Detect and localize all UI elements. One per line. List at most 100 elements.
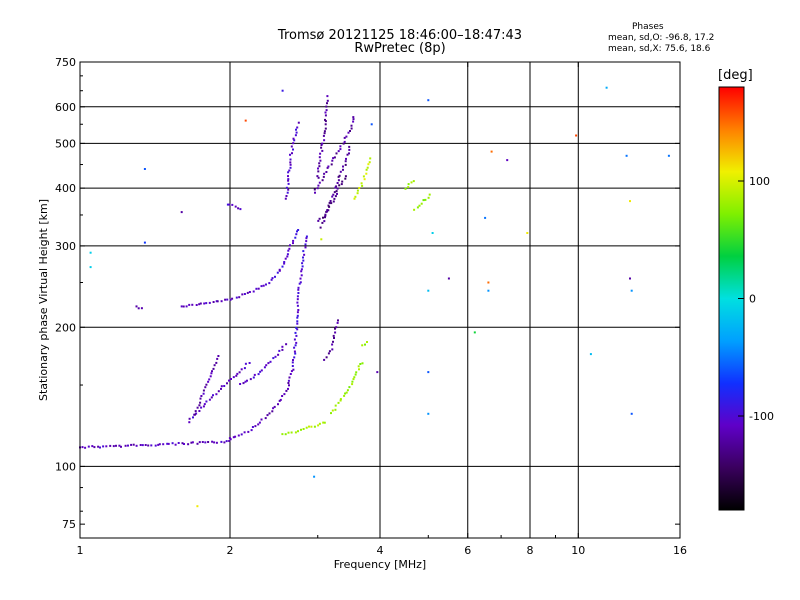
data-point: [205, 302, 208, 305]
data-point: [292, 137, 295, 140]
data-point: [265, 364, 268, 367]
data-point: [207, 441, 210, 443]
data-point: [352, 120, 355, 123]
data-point: [420, 202, 423, 205]
data-point: [319, 159, 322, 162]
phase-stats-title: Phases: [632, 22, 664, 32]
data-point: [296, 304, 299, 307]
data-point: [290, 370, 293, 373]
data-point: [332, 334, 335, 337]
data-point: [198, 303, 201, 306]
data-point: [183, 443, 185, 445]
data-point: [285, 389, 288, 392]
data-point: [319, 152, 322, 155]
data-point: [127, 444, 129, 447]
data-point: [250, 429, 253, 432]
data-point: [265, 283, 267, 286]
data-point: [427, 289, 430, 292]
data-point: [290, 431, 293, 434]
data-point: [276, 271, 279, 274]
data-point: [291, 152, 293, 155]
data-point: [365, 172, 368, 175]
data-point: [313, 188, 316, 191]
data-point: [317, 167, 319, 170]
y-tick-label: 200: [55, 321, 76, 334]
data-point: [235, 374, 238, 377]
data-point: [325, 105, 328, 108]
data-point: [354, 195, 357, 198]
data-point: [89, 251, 92, 254]
data-point: [293, 346, 296, 349]
data-point: [240, 368, 243, 371]
y-tick-label: 500: [55, 137, 76, 150]
data-point: [274, 355, 277, 358]
data-points: [79, 86, 670, 508]
data-point: [365, 168, 368, 171]
data-point: [243, 367, 246, 370]
data-point: [196, 442, 199, 445]
data-point: [290, 145, 293, 148]
data-point: [212, 301, 215, 303]
data-point: [118, 444, 121, 447]
data-point: [348, 152, 350, 155]
data-point: [300, 274, 303, 277]
data-point: [313, 475, 316, 478]
y-tick-label: 300: [55, 240, 76, 253]
data-point: [288, 247, 291, 250]
data-point: [331, 348, 334, 351]
data-point: [318, 165, 321, 168]
data-point: [324, 213, 327, 216]
data-point: [337, 401, 340, 404]
data-point: [195, 412, 198, 415]
data-point: [220, 440, 223, 443]
data-point: [322, 175, 325, 178]
data-point: [294, 236, 297, 239]
data-point: [228, 437, 231, 440]
data-point: [350, 127, 353, 130]
data-point: [288, 376, 291, 379]
data-point: [252, 290, 255, 293]
data-point: [191, 441, 194, 444]
data-point: [416, 206, 419, 209]
data-point: [247, 430, 250, 433]
data-point: [327, 204, 330, 207]
data-point: [217, 355, 220, 357]
data-point: [234, 205, 237, 208]
data-point: [318, 422, 321, 425]
data-point: [243, 293, 246, 295]
data-point: [209, 375, 212, 378]
data-point: [526, 232, 529, 234]
data-point: [335, 326, 338, 329]
data-point: [422, 199, 425, 202]
data-point: [258, 421, 261, 424]
data-point: [630, 412, 633, 415]
data-point: [270, 278, 273, 281]
data-point: [363, 178, 366, 181]
data-point: [287, 249, 290, 252]
data-point: [244, 119, 247, 122]
data-point: [296, 314, 299, 317]
data-point: [255, 287, 258, 290]
data-point: [84, 446, 87, 449]
data-point: [296, 230, 298, 233]
x-tick-label: 1: [77, 544, 84, 557]
data-point: [345, 391, 348, 394]
plot-frame: [79, 61, 681, 539]
data-point: [301, 265, 304, 268]
data-point: [288, 384, 290, 387]
data-point: [343, 394, 346, 397]
data-point: [295, 233, 298, 236]
data-point: [141, 444, 144, 447]
data-point: [334, 195, 337, 198]
x-axis-label: Frequency [MHz]: [334, 558, 426, 571]
data-point: [333, 191, 336, 194]
data-point: [272, 407, 275, 410]
data-point: [226, 382, 228, 385]
data-point: [212, 394, 214, 397]
data-point: [302, 256, 304, 259]
data-point: [248, 291, 251, 293]
data-point: [335, 185, 338, 188]
data-point: [336, 321, 339, 324]
data-point: [407, 186, 410, 189]
data-point: [300, 428, 302, 431]
